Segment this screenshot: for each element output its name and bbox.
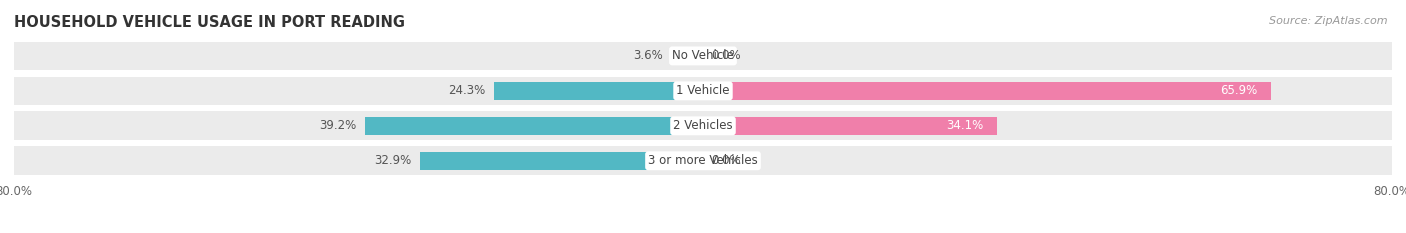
Bar [672,47,703,65]
Text: 24.3%: 24.3% [449,84,485,97]
Bar [703,82,1271,100]
Text: 0.0%: 0.0% [711,154,741,167]
Text: Source: ZipAtlas.com: Source: ZipAtlas.com [1270,16,1388,26]
Bar [14,42,1392,70]
Text: 1 Vehicle: 1 Vehicle [676,84,730,97]
Bar [703,117,997,135]
Bar [419,152,703,170]
Bar [14,147,1392,175]
Text: 39.2%: 39.2% [319,119,357,132]
Text: 3 or more Vehicles: 3 or more Vehicles [648,154,758,167]
Text: 65.9%: 65.9% [1220,84,1257,97]
Text: 32.9%: 32.9% [374,154,411,167]
Text: 2 Vehicles: 2 Vehicles [673,119,733,132]
Legend: Owner-occupied, Renter-occupied: Owner-occupied, Renter-occupied [581,230,825,233]
Bar [494,82,703,100]
Text: 3.6%: 3.6% [634,49,664,62]
Text: HOUSEHOLD VEHICLE USAGE IN PORT READING: HOUSEHOLD VEHICLE USAGE IN PORT READING [14,15,405,30]
Text: 34.1%: 34.1% [946,119,984,132]
Text: No Vehicle: No Vehicle [672,49,734,62]
Text: 0.0%: 0.0% [711,49,741,62]
Bar [366,117,703,135]
Bar [14,76,1392,105]
Bar [14,112,1392,140]
